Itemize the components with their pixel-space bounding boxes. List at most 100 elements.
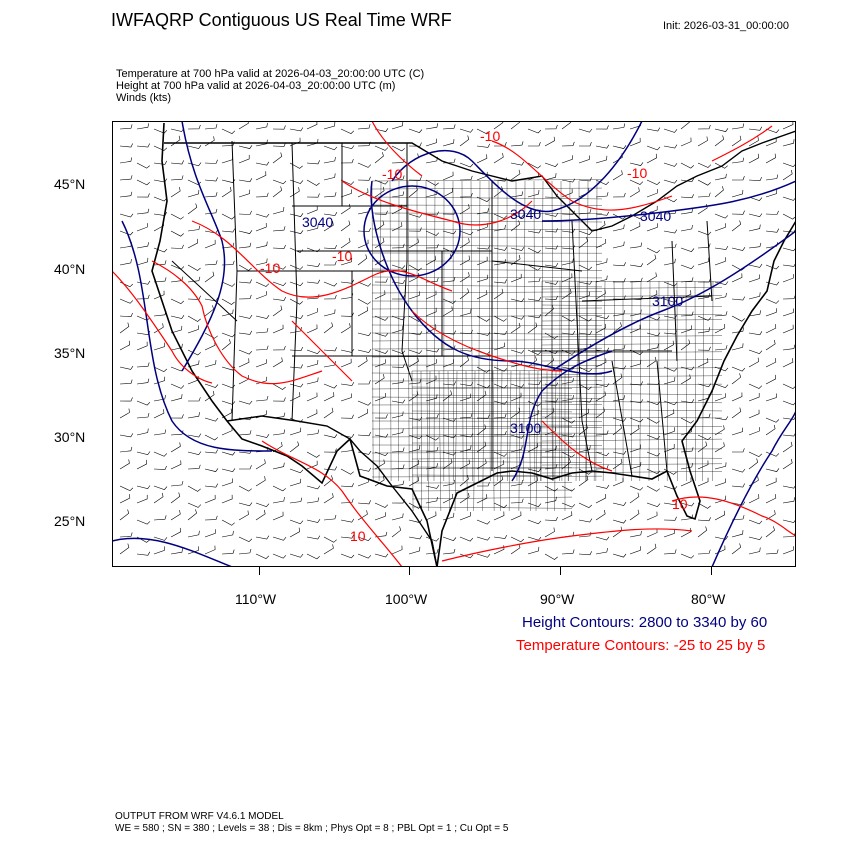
wind-barb <box>306 392 318 402</box>
county-line <box>540 180 544 482</box>
wind-barb <box>221 186 232 198</box>
wind-barb <box>187 433 202 438</box>
wind-barb <box>221 228 236 233</box>
wind-barb <box>527 380 541 385</box>
county-line <box>371 276 603 279</box>
wind-barb <box>272 536 287 541</box>
wind-barb <box>221 281 236 287</box>
wind-barb <box>306 263 321 268</box>
county-line <box>371 386 603 390</box>
wind-barb <box>714 173 727 181</box>
county-line <box>371 196 603 200</box>
wind-barb <box>765 424 776 436</box>
temperature-contour-label: -10 <box>382 166 402 182</box>
wind-barb <box>289 162 303 169</box>
wind-barb <box>153 465 167 470</box>
wind-barb <box>289 364 303 369</box>
wind-barb <box>289 281 304 287</box>
mexico-border <box>226 415 438 567</box>
wind-barb <box>221 179 236 183</box>
wind-barb <box>391 428 404 436</box>
wind-barb <box>714 393 726 402</box>
wind-barb <box>748 458 759 470</box>
wind-barb <box>646 502 661 508</box>
wind-barb <box>374 433 389 438</box>
subtitle-height: Height at 700 hPa valid at 2026-04-03_20… <box>116 80 396 92</box>
county-line <box>585 280 588 482</box>
wind-barb <box>136 242 149 249</box>
wind-barb <box>391 378 404 385</box>
wind-barb <box>221 530 234 538</box>
wind-barb <box>561 377 574 385</box>
wind-barb <box>272 383 286 390</box>
county-line <box>371 348 603 350</box>
wind-barb <box>731 468 746 473</box>
lon-label-110w: 110°W <box>235 591 277 607</box>
wind-barb <box>289 326 302 334</box>
wind-barb <box>782 497 795 504</box>
wind-barb <box>374 512 386 521</box>
wind-barb <box>561 315 575 322</box>
wind-barb <box>374 414 388 419</box>
wind-barb <box>765 137 777 147</box>
wind-barb <box>476 143 491 148</box>
wind-barb <box>714 345 728 351</box>
wind-barb <box>510 247 525 251</box>
wind-barb <box>221 478 233 487</box>
wind-barb <box>595 179 610 185</box>
wind-barb <box>425 179 439 186</box>
wind-barb <box>731 247 746 251</box>
wind-barb <box>595 192 609 198</box>
wind-barb <box>629 324 641 334</box>
height-contour-label: 3040 <box>640 208 671 224</box>
wind-barb <box>493 511 505 521</box>
wind-barb <box>306 279 321 284</box>
wind-barb <box>391 279 406 284</box>
wind-barb <box>323 361 336 368</box>
wind-barb <box>323 434 338 438</box>
county-line <box>371 300 603 302</box>
county-line <box>371 332 603 335</box>
wind-barb <box>561 502 576 508</box>
wind-barb <box>748 547 761 555</box>
wind-barb <box>221 213 236 220</box>
county-line <box>575 280 579 482</box>
wind-barb <box>697 327 710 334</box>
wind-barb <box>544 553 558 560</box>
wind-barb <box>442 171 454 181</box>
county-line <box>541 351 723 354</box>
wind-barb <box>187 203 198 215</box>
wind-barb <box>391 447 405 453</box>
wind-barb <box>476 390 487 402</box>
wind-barb <box>714 213 729 219</box>
wind-barb <box>119 191 133 198</box>
wind-barb <box>510 141 524 147</box>
height-contour-label: 3100 <box>510 420 541 436</box>
wind-barb <box>238 358 250 368</box>
wind-barb <box>289 497 303 504</box>
county-line <box>602 280 606 482</box>
wind-barb <box>731 373 742 385</box>
wind-barb <box>289 468 304 474</box>
wind-barb <box>255 315 270 319</box>
county-line <box>371 412 603 415</box>
county-line <box>578 180 580 482</box>
wind-barb <box>561 288 572 300</box>
wind-barb <box>119 124 133 130</box>
county-line <box>371 244 603 247</box>
wind-barb <box>153 451 168 457</box>
wind-barb <box>646 332 661 337</box>
wind-barb <box>187 325 199 334</box>
county-line <box>639 280 642 482</box>
wind-barb <box>170 510 181 521</box>
wind-barb <box>442 479 455 487</box>
wind-barb <box>731 407 742 419</box>
wind-barb <box>765 374 777 385</box>
wind-barb <box>255 396 269 402</box>
wind-barb <box>442 458 453 470</box>
wind-barb <box>612 213 626 220</box>
wind-barb <box>748 153 760 164</box>
wind-barb <box>119 175 133 181</box>
wind-barb <box>612 417 627 422</box>
wind-barb <box>136 494 148 504</box>
